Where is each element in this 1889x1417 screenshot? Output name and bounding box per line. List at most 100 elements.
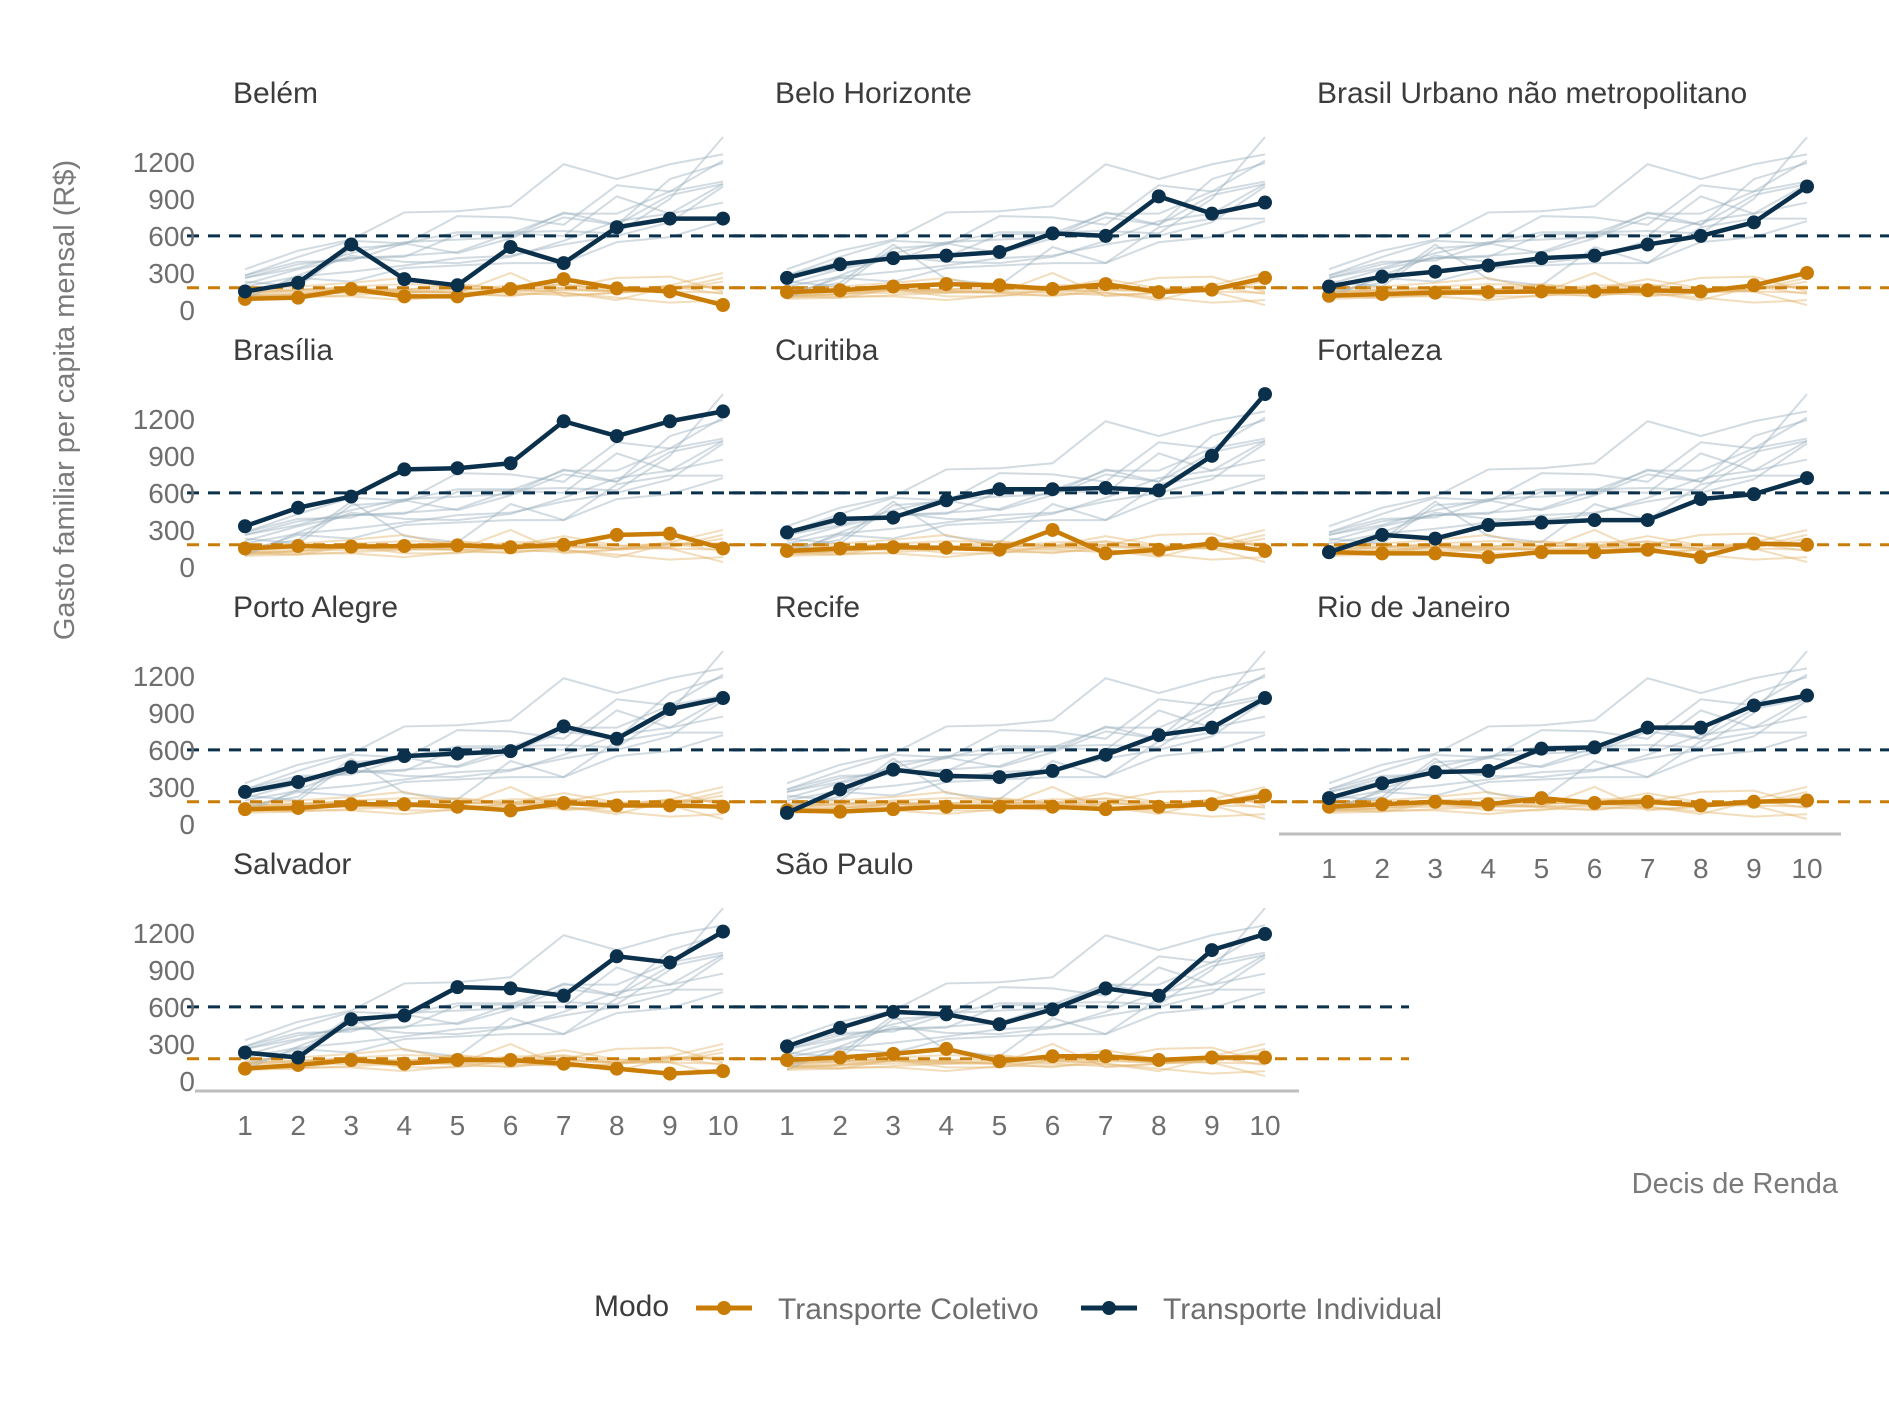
- data-point-coletivo: [1098, 1049, 1113, 1064]
- y-tick-label: 300: [148, 772, 195, 803]
- data-point-coletivo: [1375, 286, 1390, 301]
- data-point-coletivo: [609, 1061, 624, 1076]
- data-point-coletivo: [1098, 802, 1113, 817]
- series-line-coletivo: [244, 531, 724, 551]
- data-point-individual: [780, 805, 794, 820]
- data-point-individual: [450, 980, 465, 995]
- background-line-individual: [244, 991, 724, 1068]
- legend-title: Modo: [594, 1290, 669, 1323]
- data-point-coletivo: [1375, 797, 1390, 812]
- background-line-individual: [1328, 416, 1808, 545]
- data-point-individual: [1587, 740, 1602, 755]
- data-point-individual: [716, 691, 730, 706]
- background-line-individual: [786, 954, 1266, 1050]
- data-point-coletivo: [886, 1046, 901, 1061]
- y-tick-label: 600: [148, 992, 195, 1023]
- background-line-individual: [1328, 731, 1807, 807]
- background-line-coletivo: [244, 1056, 724, 1073]
- background-line-individual: [786, 954, 1266, 1071]
- panel-title: Salvador: [233, 848, 351, 881]
- background-line-individual: [1328, 153, 1808, 271]
- x-tick-label: 8: [609, 1110, 625, 1141]
- panel-belem: Belém 0 300 600 900 1200: [133, 77, 867, 326]
- background-line-individual: [244, 159, 724, 288]
- data-point-coletivo: [344, 797, 359, 812]
- data-point-individual: [1640, 720, 1655, 735]
- data-point-coletivo: [397, 539, 412, 554]
- data-point-individual: [1204, 206, 1219, 221]
- x-tick-label: 3: [885, 1110, 901, 1141]
- y-tick-label: 600: [148, 735, 195, 766]
- y-tick-label: 0: [179, 809, 195, 840]
- background-line-individual: [1328, 136, 1808, 277]
- y-tick-label: 1200: [133, 918, 195, 949]
- data-point-coletivo: [992, 1054, 1007, 1069]
- background-line-coletivo: [786, 542, 1266, 559]
- background-line-individual: [786, 697, 1266, 793]
- data-point-individual: [939, 493, 954, 508]
- data-point-individual: [397, 462, 412, 477]
- data-point-individual: [344, 489, 359, 504]
- x-tick-label: 4: [397, 1110, 413, 1141]
- data-point-individual: [1800, 688, 1814, 703]
- background-line-individual: [1328, 159, 1808, 288]
- data-point-coletivo: [1045, 799, 1060, 814]
- background-line-individual: [244, 954, 724, 1071]
- background-line-coletivo: [1328, 535, 1808, 564]
- data-point-individual: [1258, 691, 1272, 706]
- data-point-coletivo: [238, 1061, 252, 1076]
- data-point-coletivo: [1151, 285, 1166, 300]
- data-point-individual: [1098, 480, 1113, 495]
- background-line-individual: [786, 930, 1266, 1059]
- x-tick-label: 6: [503, 1110, 519, 1141]
- data-point-coletivo: [1587, 796, 1602, 811]
- background-line-individual: [786, 734, 1266, 811]
- data-point-coletivo: [1375, 546, 1390, 561]
- background-line-individual: [1328, 437, 1808, 543]
- background-line-individual: [786, 183, 1266, 300]
- data-point-individual: [503, 744, 518, 759]
- data-point-coletivo: [397, 1056, 412, 1071]
- background-line-individual: [244, 153, 724, 271]
- data-point-individual: [609, 220, 624, 235]
- data-point-individual: [833, 257, 848, 272]
- background-line-individual: [1328, 217, 1807, 293]
- y-tick-label: 600: [148, 221, 195, 252]
- y-tick-label: 1200: [133, 661, 195, 692]
- data-point-individual: [780, 525, 794, 540]
- data-point-coletivo: [1428, 794, 1443, 809]
- data-point-individual: [1481, 763, 1496, 778]
- data-point-individual: [397, 749, 412, 764]
- background-line-individual: [786, 153, 1266, 271]
- background-line-coletivo: [786, 789, 1266, 807]
- series-line-coletivo: [244, 276, 724, 308]
- panel-title: Brasília: [233, 334, 333, 367]
- data-point-coletivo: [1481, 285, 1496, 300]
- x-tick-label: 10: [1791, 853, 1822, 884]
- data-point-individual: [1640, 513, 1655, 528]
- data-point-individual: [1258, 387, 1272, 402]
- data-point-individual: [662, 211, 677, 226]
- data-point-individual: [450, 746, 465, 761]
- background-line-coletivo: [244, 542, 724, 559]
- background-line-coletivo: [244, 285, 724, 302]
- background-line-individual: [786, 956, 1266, 1059]
- data-point-individual: [1151, 483, 1166, 498]
- background-line-individual: [244, 393, 724, 534]
- data-point-coletivo: [450, 799, 465, 814]
- y-tick-label: 300: [148, 258, 195, 289]
- background-line-individual: [244, 477, 724, 554]
- data-point-individual: [291, 775, 306, 790]
- series-line-individual: [786, 194, 1266, 281]
- data-point-coletivo: [503, 1053, 518, 1068]
- background-line-individual: [786, 907, 1266, 1048]
- series-line-individual: [1328, 184, 1809, 289]
- panel-belo-horizonte: Belo Horizonte: [729, 77, 1409, 307]
- data-point-individual: [1693, 720, 1708, 735]
- background-line-individual: [786, 180, 1266, 286]
- background-line-individual: [786, 676, 1266, 791]
- legend: Modo Transporte Coletivo Transporte Indi…: [594, 1290, 1442, 1326]
- x-tick-label: 10: [1249, 1110, 1280, 1141]
- background-line-individual: [786, 988, 1265, 1064]
- x-tick-label: 4: [939, 1110, 955, 1141]
